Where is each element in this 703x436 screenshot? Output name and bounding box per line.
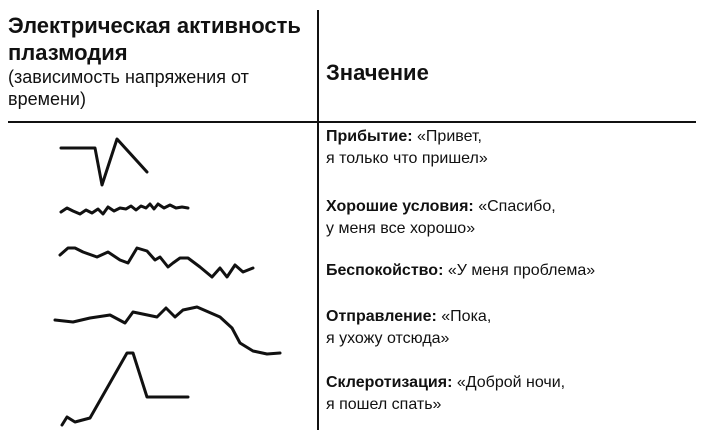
- row-label: Беспокойство:: [326, 262, 444, 279]
- row-meaning: «Пока,: [441, 308, 492, 325]
- row-meaning: «Доброй ночи,: [456, 374, 566, 391]
- row-arrival: Прибытие: «Привет, я только что пришел»: [326, 126, 696, 170]
- left-column-subtitle: (зависимость напряжения от времени): [8, 67, 249, 109]
- row-anxiety: Беспокойство: «У меня проблема»: [326, 260, 696, 282]
- row-sclerotization: Склеротизация: «Доброй ночи, я пошел спа…: [326, 372, 696, 416]
- row-meaning: я только что пришел»: [326, 150, 488, 167]
- row-meaning: я пошел спать»: [326, 396, 442, 413]
- row-meaning: я ухожу отсюда»: [326, 330, 450, 347]
- trace-anxiety: [58, 246, 255, 279]
- trace-sclerotization: [60, 351, 190, 427]
- left-column-title: Электрическая активность плазмодия: [8, 13, 301, 65]
- right-column-title: Значение: [326, 60, 429, 85]
- trace-departure: [53, 305, 282, 356]
- row-good-conditions: Хорошие условия: «Спасибо, у меня все хо…: [326, 196, 696, 240]
- row-meaning: «Спасибо,: [478, 198, 556, 215]
- column-divider: [317, 10, 319, 430]
- row-departure: Отправление: «Пока, я ухожу отсюда»: [326, 306, 696, 350]
- row-meaning: «У меня проблема»: [447, 262, 596, 279]
- header-divider: [8, 121, 696, 123]
- row-label: Хорошие условия:: [326, 198, 474, 215]
- row-label: Прибытие:: [326, 128, 413, 145]
- trace-arrival: [59, 137, 149, 187]
- trace-good-conditions: [59, 202, 190, 216]
- row-label: Отправление:: [326, 308, 437, 325]
- row-meaning: у меня все хорошо»: [326, 220, 476, 237]
- row-meaning: «Привет,: [417, 128, 482, 145]
- row-label: Склеротизация:: [326, 374, 453, 391]
